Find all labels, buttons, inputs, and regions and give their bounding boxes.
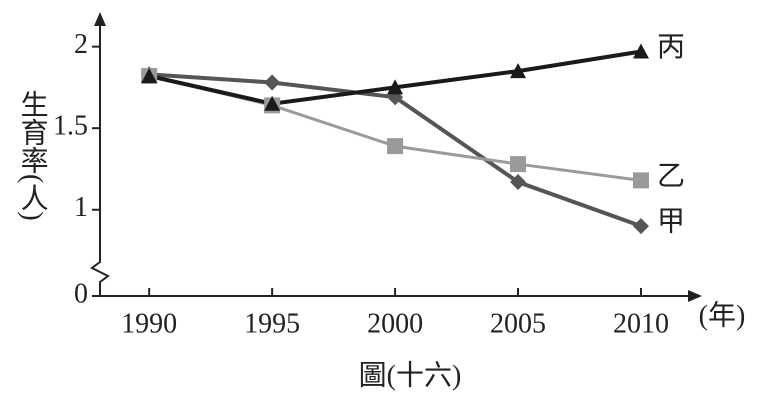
x-tick-label: 2000 [367, 308, 423, 339]
x-unit: (年) [699, 299, 746, 331]
y-arrow [94, 12, 106, 26]
marker [632, 218, 649, 235]
x-arrow [688, 290, 702, 302]
marker [632, 172, 649, 189]
marker [264, 74, 281, 91]
y-tick-label: 1 [74, 192, 88, 223]
marker [510, 174, 527, 191]
marker [510, 156, 527, 173]
series-label: 甲 [657, 206, 685, 237]
y-tick-label: 0 [74, 278, 88, 309]
axis-line [90, 24, 690, 297]
chart-title: 圖(十六) [359, 359, 462, 391]
marker [387, 138, 404, 155]
series-label: 丙 [657, 32, 685, 63]
marker [387, 79, 404, 95]
marker [632, 43, 649, 59]
x-tick-label: 1990 [121, 308, 177, 339]
x-tick-label: 1995 [244, 308, 300, 339]
x-tick-label: 2010 [613, 308, 669, 339]
y-axis-label: 生育率(人) [17, 90, 48, 221]
y-tick-label: 1.5 [53, 111, 88, 142]
marker [510, 63, 527, 79]
marker [141, 67, 158, 83]
series-label: 乙 [657, 161, 685, 192]
marker [264, 95, 281, 111]
y-tick-label: 2 [74, 29, 88, 60]
x-tick-label: 2005 [490, 308, 546, 339]
